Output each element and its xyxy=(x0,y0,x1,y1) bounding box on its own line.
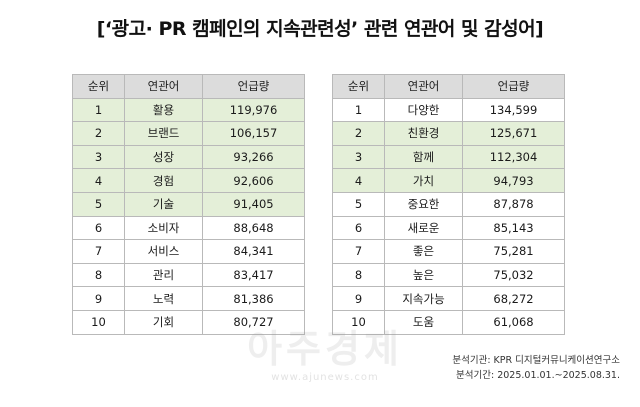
table-row: 6 소비자 88,648 xyxy=(72,215,305,241)
count-cell: 81,386 xyxy=(202,286,305,311)
page-title: [‘광고· PR 캠페인의 지속관련성’ 관련 연관어 및 감성어] xyxy=(96,18,544,40)
term-cell: 가치 xyxy=(384,168,463,193)
rank-cell: 7 xyxy=(72,239,125,264)
count-cell: 85,143 xyxy=(462,215,565,241)
term-cell: 활용 xyxy=(124,97,203,123)
term-cell: 높은 xyxy=(384,262,463,288)
header-term: 연관어 xyxy=(384,74,463,99)
term-cell: 서비스 xyxy=(124,239,203,264)
associated-words-table: 순위 연관어 언급량 1 활용 119,976 2 브랜드 106,157 3 성장 93,26… xyxy=(72,74,305,335)
table-row: 5 기술 91,405 xyxy=(72,191,305,217)
table-row: 2 친환경 125,671 xyxy=(332,121,565,146)
table-row: 8 관리 83,417 xyxy=(72,262,305,288)
term-cell: 성장 xyxy=(124,144,203,170)
count-cell: 68,272 xyxy=(462,286,565,311)
rank-cell: 1 xyxy=(332,97,385,123)
rank-cell: 8 xyxy=(72,262,125,288)
count-cell: 61,068 xyxy=(462,309,565,335)
term-cell: 기술 xyxy=(124,191,203,217)
header-term: 연관어 xyxy=(124,74,203,99)
count-cell: 88,648 xyxy=(202,215,305,241)
table-row: 8 높은 75,032 xyxy=(332,262,565,288)
header-rank: 순위 xyxy=(72,74,125,99)
count-cell: 83,417 xyxy=(202,262,305,288)
count-cell: 91,405 xyxy=(202,191,305,217)
sentiment-words-table: 순위 연관어 언급량 1 다양한 134,599 2 친환경 125,671 3 함께 112,… xyxy=(332,74,565,335)
count-cell: 112,304 xyxy=(462,144,565,170)
count-cell: 125,671 xyxy=(462,121,565,146)
watermark-url: www.ajunews.com xyxy=(271,372,379,383)
rank-cell: 10 xyxy=(332,309,385,335)
rank-cell: 3 xyxy=(72,144,125,170)
count-cell: 106,157 xyxy=(202,121,305,146)
term-cell: 소비자 xyxy=(124,215,203,241)
term-cell: 중요한 xyxy=(384,191,463,217)
term-cell: 노력 xyxy=(124,286,203,311)
table-row: 3 함께 112,304 xyxy=(332,144,565,170)
source-analyst: 분석기관: KPR 디지털커뮤니케이션연구소 xyxy=(452,355,620,366)
rank-cell: 2 xyxy=(332,121,385,146)
rank-cell: 9 xyxy=(72,286,125,311)
table-row: 2 브랜드 106,157 xyxy=(72,121,305,146)
count-cell: 119,976 xyxy=(202,97,305,123)
table-row: 10 도움 61,068 xyxy=(332,309,565,335)
header-count: 언급량 xyxy=(462,74,565,99)
table-header-row: 순위 연관어 언급량 xyxy=(332,74,565,99)
term-cell: 관리 xyxy=(124,262,203,288)
count-cell: 94,793 xyxy=(462,168,565,193)
count-cell: 75,281 xyxy=(462,239,565,264)
count-cell: 80,727 xyxy=(202,309,305,335)
table-row: 1 다양한 134,599 xyxy=(332,97,565,123)
count-cell: 93,266 xyxy=(202,144,305,170)
count-cell: 134,599 xyxy=(462,97,565,123)
term-cell: 도움 xyxy=(384,309,463,335)
rank-cell: 3 xyxy=(332,144,385,170)
table-row: 1 활용 119,976 xyxy=(72,97,305,123)
rank-cell: 10 xyxy=(72,309,125,335)
count-cell: 75,032 xyxy=(462,262,565,288)
table-row: 10 기회 80,727 xyxy=(72,309,305,335)
term-cell: 다양한 xyxy=(384,97,463,123)
watermark-logo: 아주경제 xyxy=(247,327,403,371)
term-cell: 경험 xyxy=(124,168,203,193)
rank-cell: 4 xyxy=(332,168,385,193)
table-row: 6 새로운 85,143 xyxy=(332,215,565,241)
rank-cell: 5 xyxy=(332,191,385,217)
count-cell: 92,606 xyxy=(202,168,305,193)
table-row: 5 중요한 87,878 xyxy=(332,191,565,217)
term-cell: 새로운 xyxy=(384,215,463,241)
table-row: 4 가치 94,793 xyxy=(332,168,565,193)
term-cell: 기회 xyxy=(124,309,203,335)
source-period: 분석기간: 2025.01.01.~2025.08.31. xyxy=(456,370,620,381)
header-rank: 순위 xyxy=(332,74,385,99)
rank-cell: 8 xyxy=(332,262,385,288)
table-header-row: 순위 연관어 언급량 xyxy=(72,74,305,99)
rank-cell: 6 xyxy=(332,215,385,241)
table-row: 7 좋은 75,281 xyxy=(332,239,565,264)
table-row: 4 경험 92,606 xyxy=(72,168,305,193)
count-cell: 87,878 xyxy=(462,191,565,217)
rank-cell: 9 xyxy=(332,286,385,311)
rank-cell: 4 xyxy=(72,168,125,193)
rank-cell: 7 xyxy=(332,239,385,264)
term-cell: 좋은 xyxy=(384,239,463,264)
rank-cell: 6 xyxy=(72,215,125,241)
rank-cell: 2 xyxy=(72,121,125,146)
table-row: 9 노력 81,386 xyxy=(72,286,305,311)
table-row: 7 서비스 84,341 xyxy=(72,239,305,264)
table-row: 9 지속가능 68,272 xyxy=(332,286,565,311)
table-row: 3 성장 93,266 xyxy=(72,144,305,170)
term-cell: 친환경 xyxy=(384,121,463,146)
rank-cell: 1 xyxy=(72,97,125,123)
term-cell: 함께 xyxy=(384,144,463,170)
rank-cell: 5 xyxy=(72,191,125,217)
header-count: 언급량 xyxy=(202,74,305,99)
term-cell: 지속가능 xyxy=(384,286,463,311)
term-cell: 브랜드 xyxy=(124,121,203,146)
count-cell: 84,341 xyxy=(202,239,305,264)
